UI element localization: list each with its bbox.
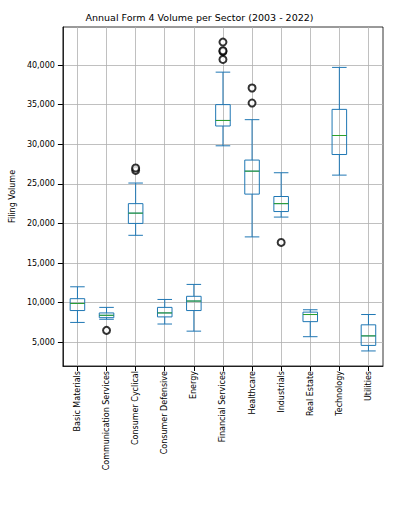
svg-text:Industrials: Industrials	[277, 371, 286, 413]
svg-text:40,000: 40,000	[27, 61, 55, 70]
svg-text:Communication Services: Communication Services	[102, 371, 111, 470]
svg-text:Consumer Cyclical: Consumer Cyclical	[131, 371, 140, 445]
svg-text:Financial Services: Financial Services	[218, 371, 227, 442]
svg-text:5,000: 5,000	[32, 338, 55, 347]
svg-text:Healthcare: Healthcare	[248, 371, 257, 415]
svg-text:Annual Form 4 Volume per Secto: Annual Form 4 Volume per Sector (2003 - …	[85, 12, 313, 23]
svg-text:Energy: Energy	[189, 371, 198, 399]
svg-text:20,000: 20,000	[27, 219, 55, 228]
svg-text:Basic Materials: Basic Materials	[73, 371, 82, 431]
svg-text:Technology: Technology	[335, 371, 344, 417]
svg-text:25,000: 25,000	[27, 179, 55, 188]
svg-text:Utilities: Utilities	[364, 371, 373, 401]
svg-text:30,000: 30,000	[27, 140, 55, 149]
svg-text:Consumer Defensive: Consumer Defensive	[160, 371, 169, 454]
svg-text:10,000: 10,000	[27, 298, 55, 307]
svg-text:Real Estate: Real Estate	[306, 371, 315, 416]
svg-text:15,000: 15,000	[27, 259, 55, 268]
svg-text:35,000: 35,000	[27, 100, 55, 109]
svg-text:Filing Volume: Filing Volume	[8, 170, 17, 223]
